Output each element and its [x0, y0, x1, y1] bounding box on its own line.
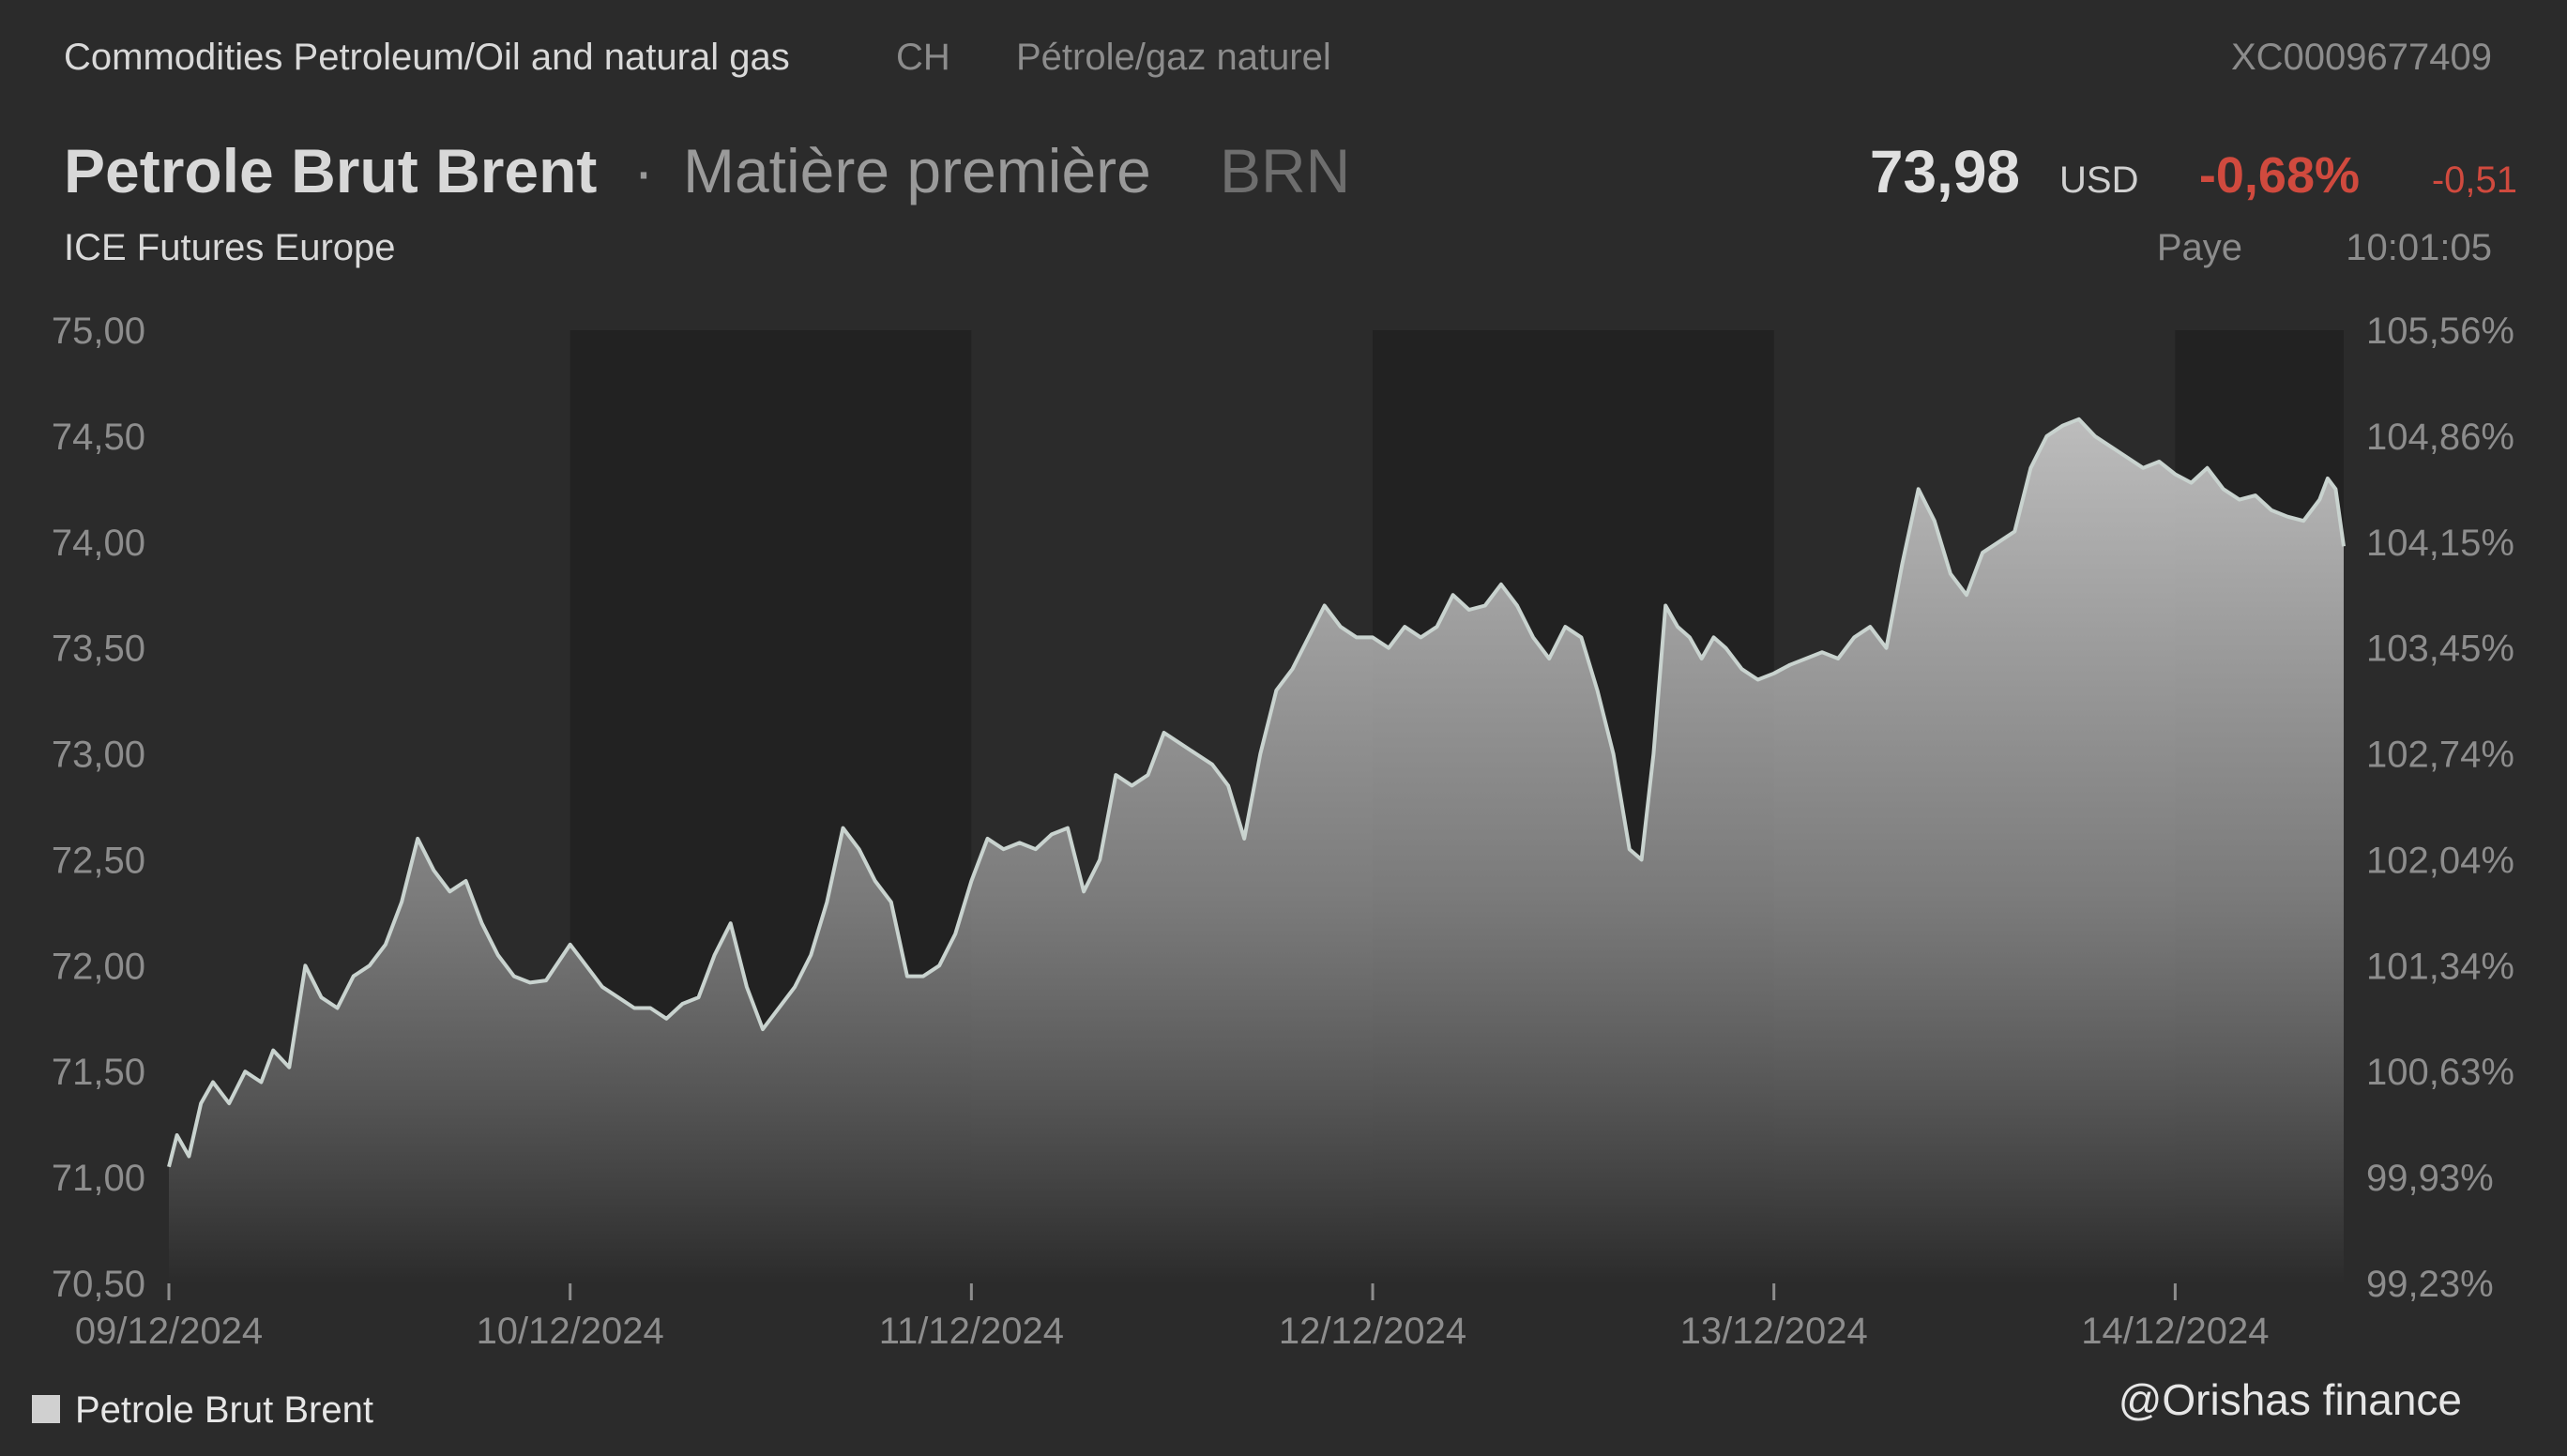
change-percent: -0,68% [2199, 147, 2360, 204]
price-line [167, 417, 2346, 1168]
y-tick-label: 72,00 [52, 946, 145, 987]
y2-tick-label: 100,63% [2366, 1052, 2514, 1093]
quote-time: 10:01:05 [2346, 227, 2492, 268]
category-label: Commodities Petroleum/Oil and natural ga… [64, 37, 790, 78]
x-tick-label: 14/12/2024 [2081, 1311, 2269, 1352]
y-tick-label: 73,00 [52, 735, 145, 776]
y2-tick-label: 102,74% [2366, 735, 2514, 776]
x-tick-label: 09/12/2024 [75, 1311, 263, 1352]
market-status: Paye [2157, 227, 2242, 268]
asset-type: Matière première [683, 136, 1151, 205]
y-tick-label: 71,00 [52, 1158, 145, 1199]
legend-label: Petrole Brut Brent [75, 1389, 373, 1431]
y-axis-right: 105,56% 104,86% 104,15% 103,45% 102,74% 102,0… [2366, 311, 2514, 1305]
x-tick-label: 11/12/2024 [879, 1311, 1064, 1352]
y2-tick-label: 102,04% [2366, 840, 2514, 881]
legend-swatch [32, 1395, 60, 1423]
x-axis: 09/12/2024 10/12/2024 11/12/2024 12/12/2024… [75, 1283, 2269, 1352]
y2-tick-label: 99,93% [2366, 1158, 2494, 1199]
y2-tick-label: 99,23% [2366, 1264, 2494, 1305]
y2-tick-label: 104,15% [2366, 523, 2514, 564]
price-currency: USD [2059, 159, 2138, 201]
y-tick-label: 75,00 [52, 311, 145, 352]
country-code: CH [896, 37, 950, 78]
exchange-name: ICE Futures Europe [64, 227, 396, 268]
instrument-name: Petrole Brut Brent [64, 136, 597, 205]
y-tick-label: 70,50 [52, 1264, 145, 1305]
y-tick-label: 72,50 [52, 840, 145, 881]
y-axis-left: 75,00 74,50 74,00 73,50 73,00 72,50 72,00 71,50… [52, 311, 145, 1305]
y-tick-label: 74,00 [52, 523, 145, 564]
x-tick-label: 12/12/2024 [1279, 1311, 1466, 1352]
symbol: BRN [1220, 136, 1350, 205]
price-area [169, 418, 2344, 1283]
x-tick-label: 13/12/2024 [1680, 1311, 1868, 1352]
y-tick-label: 73,50 [52, 629, 145, 670]
x-tick-label: 10/12/2024 [477, 1311, 664, 1352]
y-tick-label: 71,50 [52, 1052, 145, 1093]
title-separator: · [633, 136, 654, 205]
y-tick-label: 74,50 [52, 417, 145, 458]
y2-tick-label: 103,45% [2366, 629, 2514, 670]
y2-tick-label: 101,34% [2366, 946, 2514, 987]
credit-watermark: @Orishas finance [2119, 1375, 2462, 1424]
price-value: 73,98 [1870, 138, 2020, 205]
category-fr-label: Pétrole/gaz naturel [1016, 37, 1331, 78]
y2-tick-label: 105,56% [2366, 311, 2514, 352]
isin-code: XC0009677409 [2231, 37, 2492, 78]
y2-tick-label: 104,86% [2366, 417, 2514, 458]
change-absolute: -0,51 [2432, 159, 2517, 201]
